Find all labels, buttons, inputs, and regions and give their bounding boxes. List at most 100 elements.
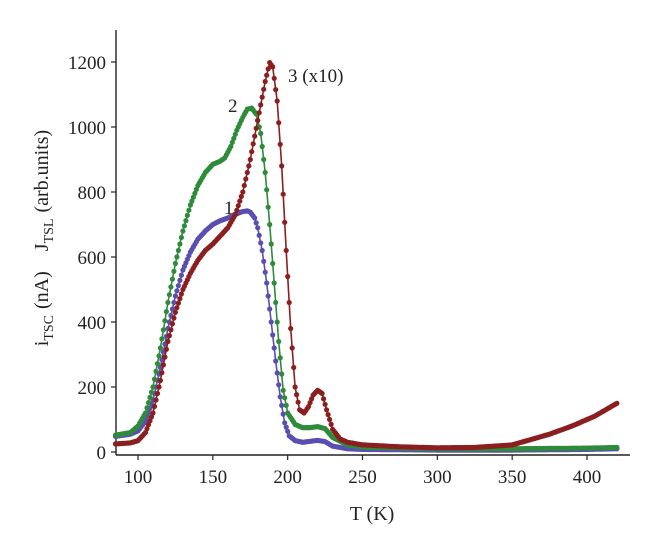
data-point — [324, 407, 330, 413]
data-point — [171, 315, 177, 321]
data-point — [172, 260, 178, 267]
data-point — [160, 327, 166, 333]
data-point — [277, 355, 283, 361]
data-point — [165, 299, 171, 306]
data-point — [258, 102, 264, 108]
data-point — [614, 444, 620, 450]
data-point — [166, 333, 172, 339]
data-point — [280, 411, 286, 417]
curve-label: 2 — [228, 96, 238, 117]
data-point — [174, 305, 180, 311]
data-point — [279, 402, 285, 408]
data-point — [265, 66, 271, 72]
data-point — [328, 421, 334, 427]
data-point — [259, 94, 265, 100]
data-point — [325, 412, 331, 418]
series-line — [115, 209, 617, 451]
data-point — [178, 291, 184, 297]
data-point — [273, 358, 279, 364]
series-line — [115, 107, 617, 450]
data-point — [268, 319, 274, 325]
data-point — [144, 426, 150, 432]
data-point — [271, 345, 277, 351]
data-point — [156, 384, 162, 390]
x-tick-label: 350 — [498, 467, 527, 488]
data-point — [271, 75, 277, 81]
data-point — [267, 306, 273, 312]
data-point — [177, 296, 183, 302]
data-point — [172, 293, 178, 299]
data-point — [172, 309, 178, 315]
data-point — [160, 362, 166, 368]
data-point — [288, 325, 294, 332]
y-tick-label: 1200 — [68, 53, 106, 74]
data-point — [264, 187, 270, 193]
data-point — [292, 384, 298, 390]
data-point — [262, 78, 268, 85]
data-point — [268, 241, 274, 247]
data-point — [291, 364, 297, 371]
data-point — [159, 336, 165, 342]
ticks: 100 150 200 250 300 350 4000200400600800100012… — [68, 53, 601, 488]
data-point — [279, 163, 285, 169]
data-point — [279, 371, 285, 377]
data-point — [142, 429, 149, 436]
y-axis-title-i-unit: (nA) — [31, 271, 53, 309]
data-point — [153, 368, 159, 374]
data-point — [322, 401, 328, 407]
x-tick-label: 300 — [423, 467, 452, 488]
data-point — [190, 194, 196, 200]
y-axis-title-i: i — [31, 340, 53, 346]
y-axis-title-j-sub: TSL — [42, 219, 57, 244]
data-point — [285, 273, 291, 280]
data-point — [274, 370, 280, 376]
data-point — [238, 193, 244, 200]
data-point — [253, 125, 259, 131]
data-point — [178, 234, 184, 241]
data-point — [274, 319, 280, 325]
data-point — [280, 387, 286, 393]
data-point — [192, 190, 198, 196]
y-tick-label: 400 — [78, 313, 107, 334]
data-point — [282, 420, 288, 426]
data-point — [261, 86, 267, 92]
data-point — [189, 198, 195, 204]
data-point — [153, 397, 159, 403]
data-point — [283, 247, 289, 254]
data-point — [175, 283, 181, 289]
data-point — [255, 117, 261, 124]
data-point — [183, 218, 189, 224]
data-point — [283, 402, 289, 408]
data-point — [174, 288, 180, 294]
data-point — [243, 176, 249, 182]
data-point — [145, 400, 152, 406]
data-point — [282, 219, 288, 225]
y-axis-title-i-sub: TSC — [42, 315, 57, 341]
y-tick-label: 800 — [78, 183, 107, 204]
data-point — [174, 254, 180, 260]
data-point — [154, 361, 161, 367]
data-point — [235, 203, 241, 209]
data-point — [259, 143, 265, 150]
data-point — [283, 424, 289, 430]
data-point — [271, 280, 277, 286]
data-point — [286, 299, 292, 306]
data-point — [614, 400, 620, 406]
data-point — [276, 120, 282, 126]
data-point — [178, 272, 184, 278]
data-point — [148, 389, 155, 395]
data-point — [187, 202, 193, 208]
data-point — [180, 228, 186, 234]
data-point — [289, 345, 295, 351]
data-point — [163, 346, 169, 352]
data-point — [228, 143, 234, 150]
data-point — [273, 87, 279, 93]
data-point — [150, 410, 156, 416]
data-point — [159, 370, 165, 376]
data-point — [294, 392, 300, 398]
data-point — [285, 428, 291, 434]
data-point — [256, 232, 262, 238]
data-point — [240, 189, 246, 195]
data-point — [232, 212, 238, 218]
